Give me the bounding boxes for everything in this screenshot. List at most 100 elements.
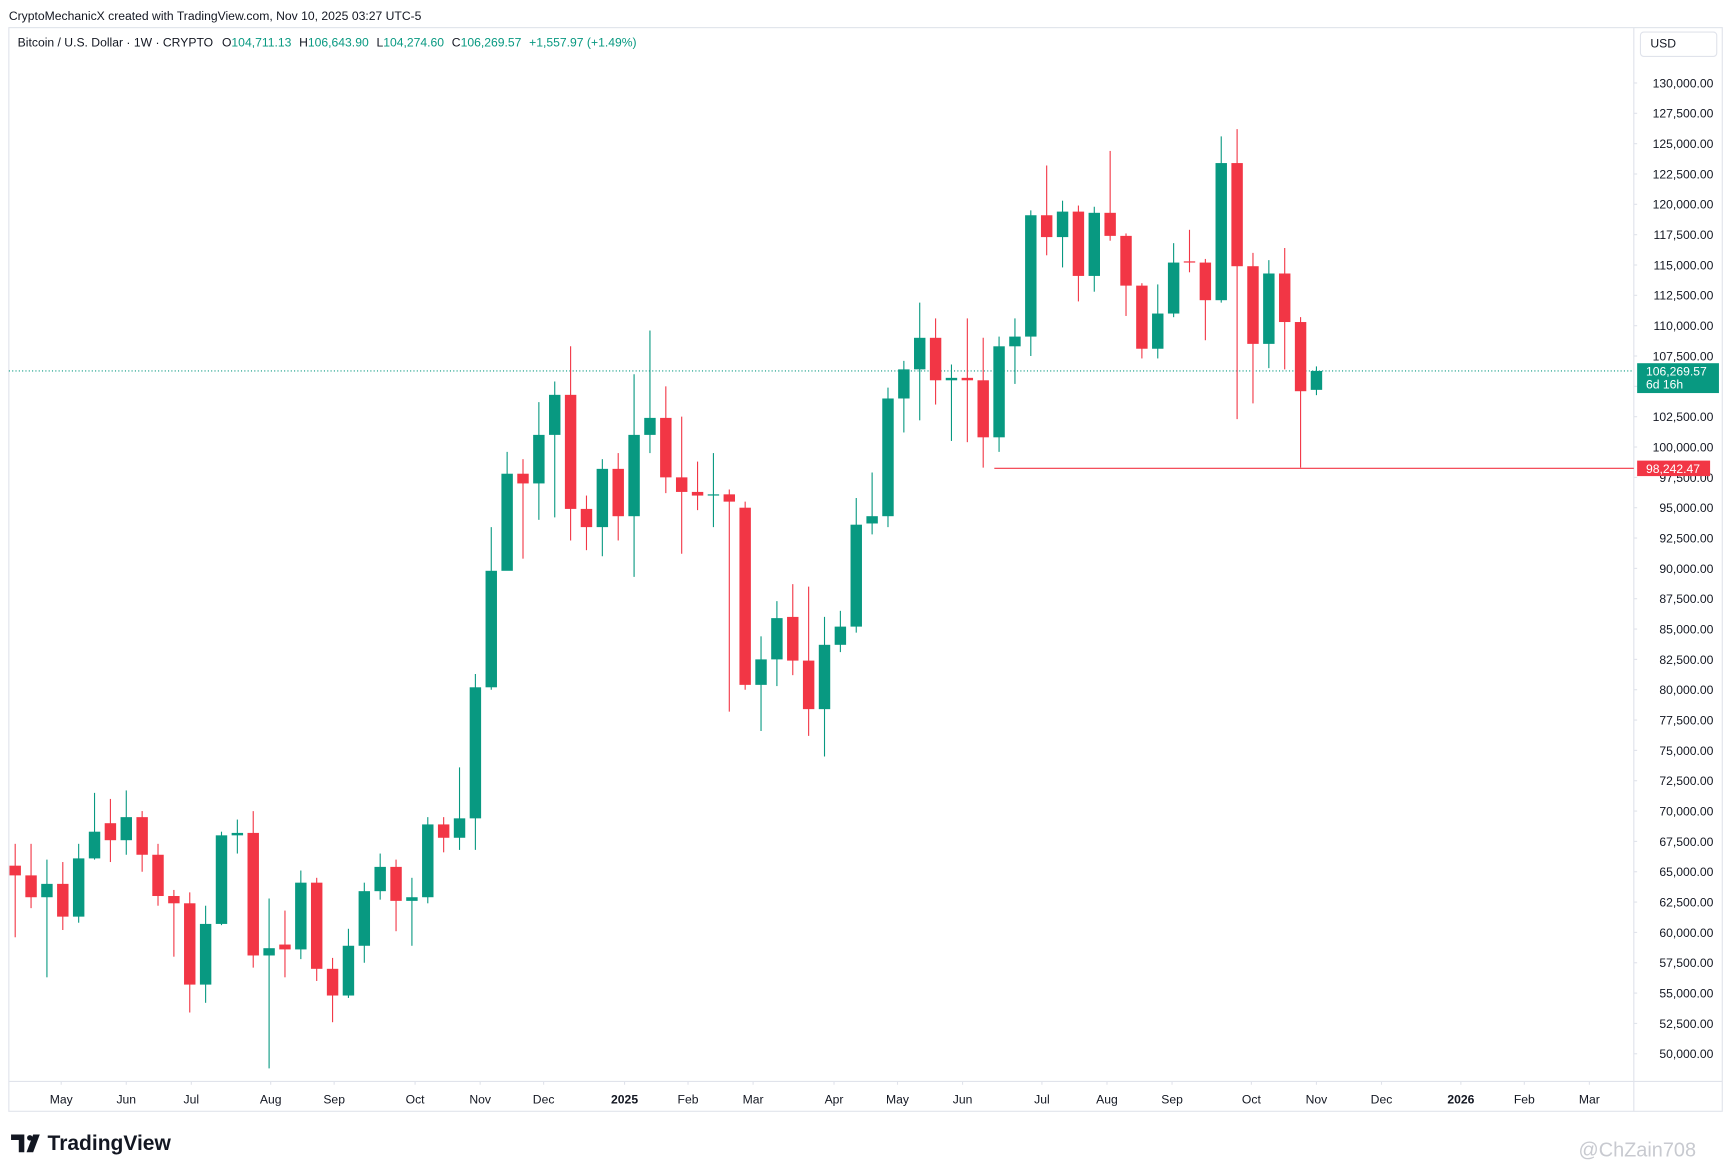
candle-body (184, 903, 196, 985)
x-tick-label: Nov (469, 1093, 492, 1107)
x-tick-label: Oct (406, 1093, 426, 1107)
y-tick-label: 100,000.00 (1653, 440, 1714, 454)
y-tick-label: 122,500.00 (1653, 167, 1714, 181)
candle-body (1199, 262, 1212, 301)
currency-box[interactable] (1639, 31, 1718, 57)
candle-body (1247, 266, 1259, 344)
y-tick-label: 95,000.00 (1659, 501, 1713, 515)
candle-body (374, 866, 386, 892)
candle-body (898, 369, 910, 399)
candle-body (1088, 212, 1100, 276)
candle-body (533, 434, 545, 484)
candle-body (1215, 163, 1227, 301)
candle-body (882, 398, 894, 517)
candle-body (660, 417, 672, 478)
candle-body (564, 394, 577, 509)
y-tick-label: 107,500.00 (1653, 349, 1714, 363)
x-tick-label: Aug (1096, 1093, 1118, 1107)
candle-body (596, 468, 609, 528)
x-tick-label: 2025 (611, 1093, 638, 1107)
candle-body (342, 945, 355, 996)
candle-body (1294, 322, 1307, 392)
candle-body (993, 346, 1005, 438)
candle-body (1310, 370, 1323, 390)
candle-body (1009, 336, 1021, 347)
y-tick-label: 115,000.00 (1653, 258, 1713, 272)
x-tick-label: May (886, 1093, 910, 1107)
y-tick-label: 55,000.00 (1659, 987, 1713, 1001)
y-tick-label: 77,500.00 (1659, 713, 1713, 727)
x-tick-label: Aug (260, 1093, 282, 1107)
candle-body (707, 494, 720, 496)
candle-body (1167, 262, 1180, 314)
symbol-legend: Bitcoin / U.S. Dollar · 1W · CRYPTO O104,… (18, 35, 637, 49)
x-tick-label: Feb (1514, 1093, 1535, 1107)
candle-body (279, 944, 291, 950)
candle-body (1263, 273, 1275, 344)
y-tick-label: 102,500.00 (1653, 410, 1714, 424)
candle-body (263, 948, 275, 956)
candle-body (1231, 163, 1243, 267)
x-tick-label: Nov (1306, 1093, 1329, 1107)
candle-body (644, 417, 656, 435)
y-tick-label: 52,500.00 (1659, 1017, 1713, 1031)
y-tick-label: 110,000.00 (1653, 319, 1713, 333)
candle-body (1025, 215, 1037, 337)
candle-body (215, 835, 228, 924)
legend-value: 106,269.57 (461, 35, 522, 49)
candle-body (295, 882, 307, 950)
currency[interactable]: USD (1650, 37, 1676, 51)
y-tick-label: 57,500.00 (1659, 956, 1713, 970)
legend-key: H (299, 35, 308, 49)
candle-body (850, 524, 862, 627)
x-tick-label: May (50, 1093, 74, 1107)
y-tick-label: 82,500.00 (1659, 653, 1713, 667)
candle-body (120, 817, 132, 841)
candle-body (961, 377, 974, 381)
candle-body (739, 507, 751, 685)
legend-key: C (452, 35, 461, 49)
x-tick-label: Jul (184, 1093, 200, 1107)
x-tick-label: Mar (743, 1093, 764, 1107)
candle-body (390, 866, 402, 901)
candle-body (580, 508, 593, 528)
legend-change: +1,557.97 (+1.49%) (529, 35, 636, 49)
candle-body (168, 896, 180, 904)
y-tick-label: 67,500.00 (1659, 835, 1713, 849)
x-tick-label: Sep (323, 1093, 345, 1107)
y-tick-label: 125,000.00 (1653, 137, 1714, 151)
candle-body (1183, 261, 1196, 263)
legend-key: O (222, 35, 231, 49)
x-tick-label: Jul (1034, 1093, 1050, 1107)
candle-body (1120, 235, 1132, 286)
candle-body (358, 891, 371, 946)
candle-body (929, 337, 942, 381)
candle-body (628, 434, 640, 517)
candle-body (787, 616, 799, 661)
candle-body (485, 570, 497, 688)
candle-body (501, 473, 513, 571)
y-tick-label: 120,000.00 (1653, 198, 1714, 212)
candle-body (422, 824, 434, 898)
x-tick-label: Dec (1371, 1093, 1393, 1107)
candle-body (1152, 313, 1164, 349)
frame (8, 27, 1723, 1112)
last-price-countdown: 6d 16h (1646, 378, 1683, 392)
candle-body (818, 644, 831, 710)
x-tick-label: Oct (1242, 1093, 1262, 1107)
candle-body (437, 824, 450, 838)
candle-body (1136, 285, 1148, 349)
candle-body (25, 875, 37, 898)
attribution: CryptoMechanicX created with TradingView… (9, 9, 422, 23)
y-tick-label: 117,500.00 (1653, 228, 1713, 242)
candle-body (104, 823, 117, 841)
candle-body (866, 516, 878, 524)
y-tick-label: 127,500.00 (1653, 107, 1714, 121)
logo-icon (11, 1134, 40, 1153)
candle-body (1072, 211, 1085, 276)
y-tick-label: 130,000.00 (1653, 76, 1714, 90)
candle-body (977, 380, 989, 438)
candle-body (136, 817, 148, 855)
y-tick-label: 87,500.00 (1659, 592, 1713, 606)
